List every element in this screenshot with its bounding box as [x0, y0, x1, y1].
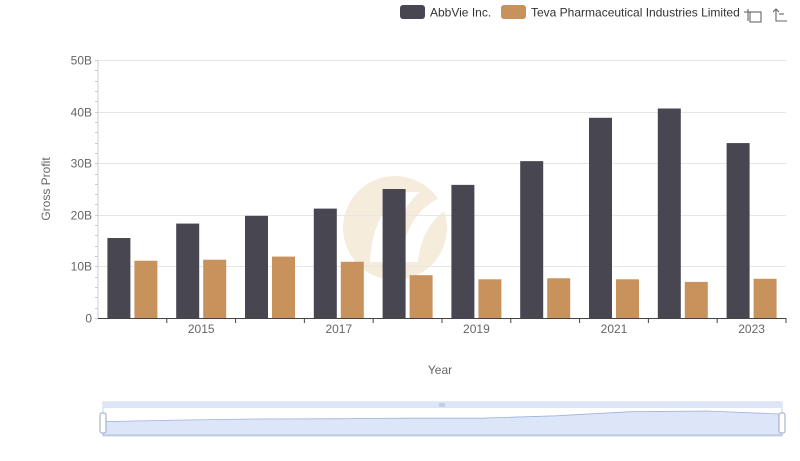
y-tick-label: 0: [85, 312, 92, 326]
legend: AbbVie Inc. Teva Pharmaceutical Industri…: [400, 5, 740, 20]
bar-teva-2015[interactable]: [203, 259, 227, 318]
legend-swatch-abbvie: [400, 5, 425, 19]
y-tick-label: 30B: [71, 157, 92, 171]
legend-label-teva: Teva Pharmaceutical Industries Limited: [531, 6, 740, 20]
y-axis-title: Gross Profit: [39, 157, 53, 221]
legend-item-teva[interactable]: Teva Pharmaceutical Industries Limited: [501, 5, 740, 20]
bar-teva-2022[interactable]: [684, 281, 708, 318]
bar-teva-2016[interactable]: [272, 256, 295, 318]
y-axis-ticks: 0 10B 20B 30B 40B 50B: [71, 54, 98, 326]
bar-abbvie-2018[interactable]: [382, 189, 406, 318]
x-tick-label: 2017: [325, 322, 352, 336]
zoom-reset-icon[interactable]: [772, 8, 787, 22]
bar-teva-2014[interactable]: [134, 260, 158, 318]
y-tick-label: 40B: [71, 106, 92, 120]
y-tick-label: 50B: [71, 54, 92, 68]
bar-teva-2018[interactable]: [409, 275, 433, 318]
zoom-slider-left-handle[interactable]: [99, 412, 107, 434]
x-tick-label: 2015: [188, 322, 215, 336]
x-tick-label: 2021: [601, 322, 628, 336]
data-zoom-icon[interactable]: [744, 9, 762, 23]
legend-item-abbvie[interactable]: AbbVie Inc.: [400, 5, 491, 20]
bar-abbvie-2014[interactable]: [107, 238, 131, 318]
zoom-slider-preview-area: [102, 410, 783, 436]
data-zoom-slider[interactable]: [99, 401, 786, 437]
zoom-slider-top-bar[interactable]: [103, 402, 782, 408]
bar-abbvie-2017[interactable]: [313, 208, 337, 318]
bar-abbvie-2016[interactable]: [245, 215, 268, 318]
bar-teva-2017[interactable]: [340, 261, 364, 318]
bar-abbvie-2021[interactable]: [589, 117, 612, 319]
x-tick-label: 2023: [738, 322, 765, 336]
bar-abbvie-2023[interactable]: [726, 143, 750, 318]
bar-abbvie-2019[interactable]: [451, 184, 475, 318]
bars: [107, 108, 777, 319]
bar-teva-2019[interactable]: [478, 279, 502, 318]
bar-teva-2023[interactable]: [753, 278, 777, 318]
y-tick-label: 20B: [71, 209, 92, 223]
legend-label-abbvie: AbbVie Inc.: [430, 6, 491, 20]
legend-swatch-teva: [501, 5, 526, 19]
x-axis-title: Year: [428, 363, 452, 377]
bar-teva-2021[interactable]: [616, 279, 639, 318]
y-tick-label: 10B: [71, 260, 92, 274]
bar-abbvie-2015[interactable]: [176, 223, 200, 318]
bar-abbvie-2022[interactable]: [657, 108, 681, 318]
bar-teva-2020[interactable]: [547, 278, 571, 318]
bar-abbvie-2020[interactable]: [520, 161, 544, 318]
x-axis-ticks: 2015 2017 2019 2021 2023: [166, 318, 787, 336]
zoom-slider-right-handle[interactable]: [778, 412, 786, 434]
x-tick-label: 2019: [463, 322, 490, 336]
zoom-slider-grip-icon[interactable]: [439, 403, 445, 407]
